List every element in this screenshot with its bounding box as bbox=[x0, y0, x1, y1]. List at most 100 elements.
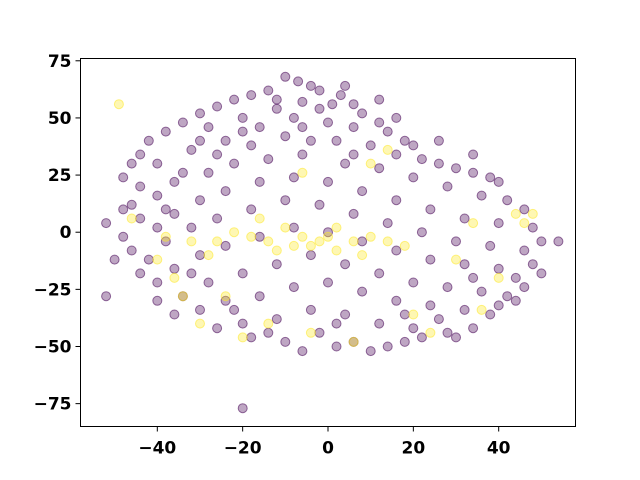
x-axis-ticks: −40 −20 0 20 40 bbox=[138, 426, 511, 459]
scatter-point-series-1-37 bbox=[305, 327, 316, 338]
scatter-point-series-0-53 bbox=[340, 158, 351, 169]
scatter-point-series-0-174 bbox=[348, 149, 359, 160]
scatter-point-series-0-69 bbox=[357, 186, 368, 197]
scatter-point-series-0-56 bbox=[442, 181, 453, 192]
scatter-point-series-0-65 bbox=[220, 186, 231, 197]
scatter-point-series-0-156 bbox=[160, 204, 171, 215]
scatter-point-series-0-129 bbox=[493, 300, 504, 311]
scatter-point-series-0-152 bbox=[271, 103, 282, 114]
scatter-point-series-0-61 bbox=[135, 213, 146, 224]
scatter-point-series-1-38 bbox=[365, 158, 376, 169]
scatter-point-series-0-89 bbox=[519, 245, 530, 256]
scatter-point-series-0-34 bbox=[280, 131, 291, 142]
y-tick-label: 50 bbox=[48, 109, 72, 129]
scatter-point-series-1-5 bbox=[246, 231, 257, 242]
scatter-point-series-0-14 bbox=[374, 117, 385, 128]
scatter-point-series-0-143 bbox=[382, 341, 393, 352]
scatter-point-series-0-114 bbox=[442, 282, 453, 293]
scatter-point-series-0-52 bbox=[297, 149, 308, 160]
scatter-point-series-0-85 bbox=[382, 218, 393, 229]
scatter-point-series-0-128 bbox=[485, 309, 496, 320]
scatter-point-series-0-6 bbox=[335, 90, 346, 101]
y-tick-label: 25 bbox=[48, 166, 72, 186]
scatter-point-series-0-95 bbox=[254, 231, 265, 242]
scatter-point-series-1-10 bbox=[323, 231, 333, 242]
scatter-point-series-0-23 bbox=[348, 122, 359, 133]
scatter-point-series-0-100 bbox=[425, 254, 436, 265]
scatter-point-series-0-66 bbox=[254, 176, 265, 187]
scatter-point-series-1-3 bbox=[314, 236, 325, 247]
scatter-point-series-0-121 bbox=[254, 291, 265, 302]
scatter-point-series-0-130 bbox=[212, 323, 223, 334]
scatter-point-series-0-175 bbox=[195, 135, 205, 146]
scatter-point-series-0-60 bbox=[126, 199, 137, 210]
scatter-point-series-0-127 bbox=[459, 304, 470, 315]
scatter-point-series-0-11 bbox=[297, 96, 308, 107]
scatter-point-series-0-144 bbox=[416, 332, 427, 343]
scatter-point-series-0-83 bbox=[314, 199, 325, 210]
scatter-point-series-0-112 bbox=[374, 268, 385, 279]
scatter-point-series-0-8 bbox=[229, 94, 240, 105]
scatter-point-series-0-115 bbox=[476, 286, 487, 297]
scatter-point-series-0-22 bbox=[323, 117, 333, 128]
scatter-point-series-0-0 bbox=[280, 71, 291, 82]
scatter-point-series-1-9 bbox=[305, 240, 316, 251]
scatter-point-series-0-99 bbox=[391, 245, 402, 256]
scatter-point-series-0-158 bbox=[229, 304, 240, 315]
scatter-point-series-1-15 bbox=[399, 240, 410, 251]
scatter-point-series-0-125 bbox=[391, 295, 402, 306]
scatter-point-series-0-157 bbox=[186, 268, 197, 279]
scatter-point-series-0-20 bbox=[254, 122, 265, 133]
scatter-point-series-0-118 bbox=[169, 309, 180, 320]
scatter-point-series-0-160 bbox=[331, 318, 342, 329]
y-tick-label: −50 bbox=[34, 338, 72, 358]
scatter-point-series-0-62 bbox=[152, 222, 163, 233]
y-tick-label: −75 bbox=[34, 395, 72, 415]
scatter-point-series-0-169 bbox=[536, 268, 547, 279]
scatter-point-series-0-76 bbox=[126, 245, 137, 256]
scatter-point-series-0-155 bbox=[177, 167, 188, 178]
scatter-point-series-1-26 bbox=[425, 327, 436, 338]
scatter-point-series-0-48 bbox=[169, 176, 180, 187]
scatter-point-series-0-94 bbox=[220, 240, 231, 251]
scatter-point-series-1-11 bbox=[331, 245, 342, 256]
scatter-point-series-0-81 bbox=[246, 204, 257, 215]
scatter-point-series-0-92 bbox=[169, 263, 180, 274]
scatter-point-series-0-55 bbox=[408, 172, 419, 183]
scatter-point-series-0-57 bbox=[476, 190, 487, 201]
scatter-point-series-0-47 bbox=[152, 190, 163, 201]
scatter-point-series-0-109 bbox=[271, 259, 282, 270]
scatter-point-series-0-32 bbox=[220, 135, 231, 146]
scatter-point-series-1-6 bbox=[229, 227, 240, 238]
scatter-point-series-0-113 bbox=[408, 277, 419, 288]
scatter-point-series-0-37 bbox=[365, 140, 376, 151]
scatter-point-series-0-42 bbox=[468, 167, 479, 178]
scatter-point-series-0-150 bbox=[314, 103, 325, 114]
scatter-point-series-0-88 bbox=[485, 240, 496, 251]
scatter-point-series-0-154 bbox=[212, 149, 223, 160]
y-tick-label: 0 bbox=[60, 223, 72, 243]
scatter-point-series-0-25 bbox=[399, 135, 410, 146]
scatter-point-series-1-41 bbox=[527, 208, 538, 219]
scatter-point-series-1-2 bbox=[297, 231, 308, 242]
scatter-point-series-1-30 bbox=[126, 213, 137, 224]
scatter-point-series-0-107 bbox=[203, 277, 214, 288]
scatter-point-series-1-25 bbox=[408, 309, 419, 320]
scatter-point-series-0-137 bbox=[442, 327, 453, 338]
y-tick-label: 75 bbox=[48, 52, 72, 72]
scatter-point-series-0-135 bbox=[374, 318, 385, 329]
scatter-point-series-0-133 bbox=[305, 304, 316, 315]
scatter-point-series-0-103 bbox=[527, 259, 538, 270]
scatter-point-series-0-124 bbox=[357, 286, 368, 297]
plot-frame bbox=[80, 58, 576, 427]
scatter-point-series-0-178 bbox=[374, 94, 385, 105]
scatter-point-series-0-84 bbox=[348, 208, 359, 219]
scatter-point-series-1-20 bbox=[195, 318, 205, 329]
scatter-point-series-0-21 bbox=[288, 112, 299, 123]
scatter-point-series-0-63 bbox=[169, 208, 180, 219]
scatter-point-series-0-164 bbox=[510, 295, 521, 306]
scatter-point-series-0-105 bbox=[152, 295, 163, 306]
scatter-point-series-1-31 bbox=[152, 254, 163, 265]
x-tick-label: −20 bbox=[224, 439, 262, 459]
scatter-point-series-1-32 bbox=[169, 272, 180, 283]
